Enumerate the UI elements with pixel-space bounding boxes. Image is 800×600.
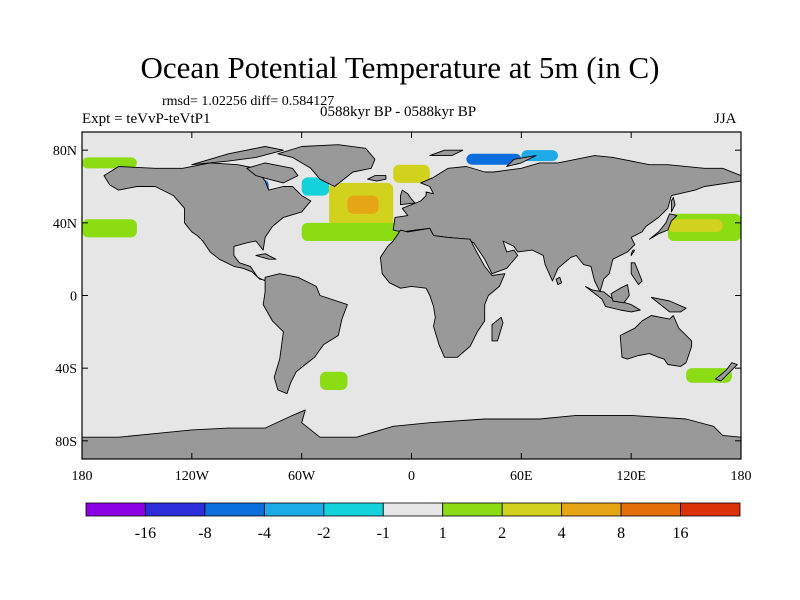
tick-layer: 180 120W 60W 0 60E 120E 180 80N 40N 0 40S 80S	[53, 132, 752, 484]
land-layer	[82, 144, 741, 459]
land-philippines	[630, 262, 643, 286]
colorbar-label: -8	[198, 525, 211, 542]
anomaly-layer	[82, 150, 741, 390]
land-sri-lanka	[555, 276, 563, 286]
anomaly-north-pacific-warm-east	[82, 219, 137, 238]
experiment-label: Expt = teVvP-teVtP1	[82, 111, 211, 127]
colorbar-swatch	[85, 502, 146, 517]
y-tick-label: 80N	[53, 144, 77, 159]
land-eurasia	[392, 155, 741, 293]
land-new-zealand	[714, 362, 738, 382]
x-tick-label: 180	[72, 469, 93, 484]
anomaly-arctic-mild	[82, 157, 137, 169]
colorbar-label: -16	[135, 525, 156, 542]
colorbar-swatch	[442, 502, 503, 517]
colorbar-label: 2	[498, 525, 506, 542]
land-greenland	[277, 144, 376, 187]
colorbar-label: 16	[673, 525, 689, 542]
colorbar-swatch	[680, 502, 741, 517]
land-iceland	[367, 175, 387, 182]
y-tick-label: 80S	[55, 435, 77, 450]
anomaly-labrador-cool	[301, 177, 330, 196]
colorbar-swatch	[382, 502, 444, 517]
x-tick-label: 120E	[616, 469, 646, 484]
land-japan	[649, 213, 678, 240]
colorbar-swatch	[561, 502, 622, 517]
land-novaya-zemlya	[506, 155, 537, 167]
stats-label: rmsd= 1.02256 diff= 0.584127	[162, 94, 335, 109]
colorbar-swatch	[620, 502, 681, 517]
period-label: 0588kyr BP - 0588kyr BP	[320, 104, 477, 120]
land-cuba	[255, 253, 277, 260]
colorbar-swatch	[501, 502, 563, 517]
land-uk	[400, 189, 416, 206]
colorbar: -16 -8 -4 -2 -1 1 2 4 8 16	[85, 502, 741, 542]
land-south-america	[262, 273, 348, 395]
x-tick-label: 60W	[288, 469, 316, 484]
x-tick-label: 60E	[510, 469, 533, 484]
anomaly-north-atlantic-warm-core	[347, 195, 379, 214]
colorbar-swatch	[323, 502, 384, 517]
colorbar-label: 4	[558, 525, 566, 542]
land-north-america	[103, 162, 312, 282]
y-tick-label: 40S	[55, 362, 77, 377]
land-baffin	[246, 162, 299, 184]
land-taiwan	[630, 249, 636, 256]
land-new-guinea	[650, 296, 687, 313]
x-tick-label: 120W	[175, 469, 210, 484]
anomaly-nordic-seas-warm	[393, 164, 430, 183]
y-tick-label: 0	[70, 290, 77, 305]
y-tick-label: 40N	[53, 217, 77, 232]
land-sakhalin	[670, 196, 676, 213]
land-antarctica	[82, 409, 741, 459]
season-label: JJA	[714, 111, 737, 127]
colorbar-swatch	[145, 502, 206, 517]
colorbar-label: -4	[258, 525, 271, 542]
anomaly-barents-cool	[466, 153, 522, 165]
anomaly-southern-atlantic-mild	[319, 371, 348, 390]
colorbar-label: -1	[377, 525, 390, 542]
x-tick-label: 180	[731, 469, 752, 484]
colorbar-label: 8	[617, 525, 625, 542]
land-arctic-islands	[191, 146, 284, 166]
colorbar-label: 1	[439, 525, 447, 542]
land-borneo	[610, 284, 630, 304]
colorbar-swatch	[263, 502, 325, 517]
land-africa	[379, 227, 506, 358]
x-tick-label: 0	[408, 469, 415, 484]
land-svalbard	[429, 149, 464, 157]
anomaly-kuroshio-warm	[667, 219, 723, 232]
land-australia	[619, 315, 693, 367]
colorbar-swatch	[204, 502, 265, 517]
land-madagascar	[491, 316, 504, 342]
colorbar-label: -2	[317, 525, 330, 542]
map-title: Ocean Potential Temperature at 5m (in C)	[140, 50, 660, 85]
anomaly-north-atlantic-mild	[301, 222, 403, 241]
